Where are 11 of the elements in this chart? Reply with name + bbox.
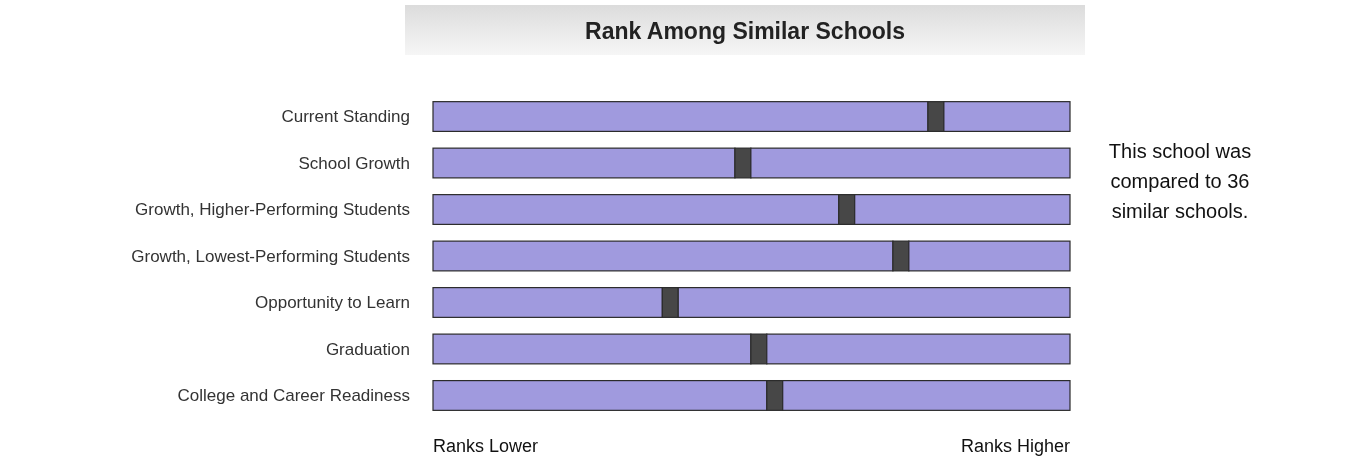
chart-title: Rank Among Similar Schools <box>585 18 905 44</box>
y-tick-label: School Growth <box>298 153 410 173</box>
text: Ranks Lower <box>433 436 539 456</box>
y-tick-label: Opportunity to Learn <box>255 293 410 313</box>
y-tick-label: College and Career Readiness <box>177 386 410 406</box>
y-tick-label: Growth, Higher-Performing Students <box>135 200 410 220</box>
y-tick-label: Growth, Lowest-Performing Students <box>131 246 410 266</box>
y-tick-label: Graduation <box>325 339 410 359</box>
text: This school was compared to 36 similar schools. <box>1108 140 1252 222</box>
text: Ranks Higher <box>960 436 1070 456</box>
y-tick-label: Current Standing <box>281 107 410 127</box>
